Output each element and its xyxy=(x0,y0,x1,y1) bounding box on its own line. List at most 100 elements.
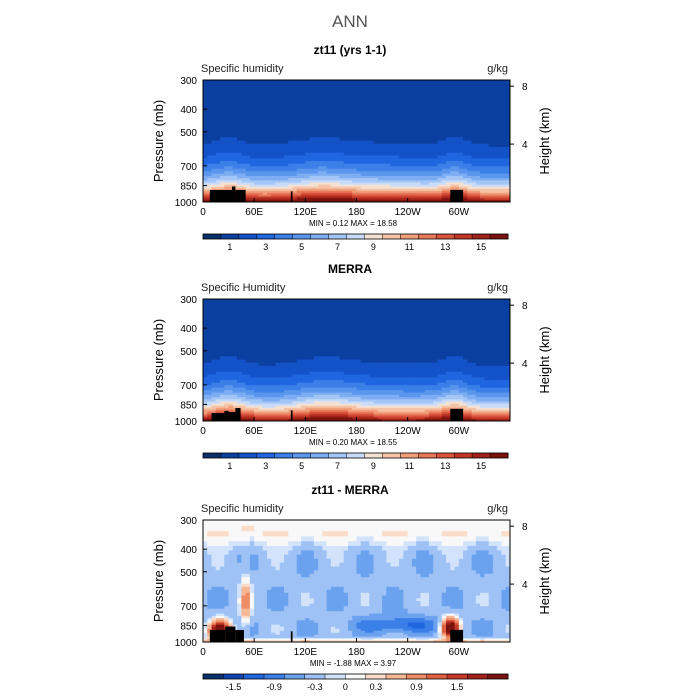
field-cell xyxy=(284,198,289,201)
field-cell xyxy=(454,140,460,145)
field-cell xyxy=(360,158,366,162)
field-cell xyxy=(347,105,353,111)
field-cell xyxy=(373,188,379,192)
field-cell xyxy=(352,126,357,131)
field-cell xyxy=(326,188,332,192)
field-cell xyxy=(220,365,225,370)
field-cell xyxy=(237,122,242,128)
field-cell xyxy=(271,152,276,157)
field-cell xyxy=(403,392,409,396)
field-cell xyxy=(220,186,225,190)
field-cell xyxy=(488,80,494,87)
field-cell xyxy=(356,200,362,203)
field-cell xyxy=(356,352,362,357)
field-cell xyxy=(232,133,238,138)
field-cell xyxy=(305,387,311,391)
field-cell xyxy=(279,196,285,199)
field-cell xyxy=(326,114,332,120)
field-cell xyxy=(330,80,336,87)
field-cell xyxy=(369,337,375,343)
field-cell xyxy=(382,415,387,418)
field-cell xyxy=(262,101,268,107)
field-cell xyxy=(330,362,336,367)
field-cell xyxy=(279,194,285,198)
field-cell xyxy=(288,186,294,190)
field-cell xyxy=(309,188,315,192)
field-cell xyxy=(394,192,400,196)
field-cell xyxy=(399,161,404,165)
field-cell xyxy=(492,96,498,102)
field-cell xyxy=(424,146,430,151)
field-cell xyxy=(288,173,294,177)
field-cell xyxy=(326,192,332,196)
field-cell xyxy=(296,403,302,407)
field-cell xyxy=(492,146,498,151)
field-cell xyxy=(475,200,481,203)
field-cell xyxy=(237,166,242,170)
field-cell xyxy=(258,329,264,335)
field-cell xyxy=(365,198,370,201)
field-cell xyxy=(215,359,221,364)
field-cell xyxy=(266,146,272,151)
field-cell xyxy=(347,175,353,179)
field-cell xyxy=(279,166,285,170)
field-cell xyxy=(484,110,490,116)
field-cell xyxy=(215,407,221,411)
field-cell xyxy=(450,143,456,148)
field-cell xyxy=(416,365,421,370)
field-cell xyxy=(258,394,264,398)
field-cell xyxy=(386,371,392,376)
field-cell xyxy=(347,380,353,384)
field-cell xyxy=(365,310,370,316)
field-cell xyxy=(220,171,225,175)
field-cell xyxy=(501,184,507,188)
field-cell xyxy=(237,152,242,157)
field-cell xyxy=(288,324,294,330)
field-cell xyxy=(279,329,285,335)
field-cell xyxy=(232,341,238,347)
field-cell xyxy=(480,194,485,198)
field-cell xyxy=(403,198,409,201)
field-cell xyxy=(399,80,404,87)
field-cell xyxy=(296,387,302,391)
field-cell xyxy=(347,394,353,398)
field-cell xyxy=(262,194,268,198)
field-cell xyxy=(335,329,340,335)
field-cell xyxy=(369,101,375,107)
field-cell xyxy=(215,392,221,396)
field-cell xyxy=(254,365,259,370)
field-cell xyxy=(335,345,340,350)
field-cell xyxy=(309,341,315,347)
field-cell xyxy=(288,130,294,135)
field-cell xyxy=(347,188,353,192)
field-cell xyxy=(403,324,409,330)
field-cell xyxy=(505,149,511,154)
field-cell xyxy=(365,359,370,364)
field-cell xyxy=(301,175,306,179)
field-cell xyxy=(505,194,511,198)
field-cell xyxy=(279,114,285,120)
field-cell xyxy=(258,362,264,367)
field-cell xyxy=(403,394,409,398)
field-cell xyxy=(322,409,328,413)
field-cell xyxy=(228,155,234,159)
field-cell xyxy=(301,377,306,381)
field-cell xyxy=(266,155,272,159)
field-cell xyxy=(266,392,272,396)
field-cell xyxy=(394,365,400,370)
field-cell xyxy=(352,133,357,138)
field-cell xyxy=(484,175,490,179)
field-cell xyxy=(480,146,485,151)
field-cell xyxy=(318,91,323,97)
field-cell xyxy=(309,401,315,405)
field-cell xyxy=(411,403,417,407)
field-cell xyxy=(211,146,217,151)
field-cell xyxy=(475,180,481,183)
field-cell xyxy=(305,385,311,389)
field-cell xyxy=(463,122,468,128)
field-cell xyxy=(343,345,349,350)
field-cell xyxy=(339,166,345,170)
field-cell xyxy=(237,126,242,131)
field-cell xyxy=(343,390,349,394)
field-cell xyxy=(433,166,439,170)
